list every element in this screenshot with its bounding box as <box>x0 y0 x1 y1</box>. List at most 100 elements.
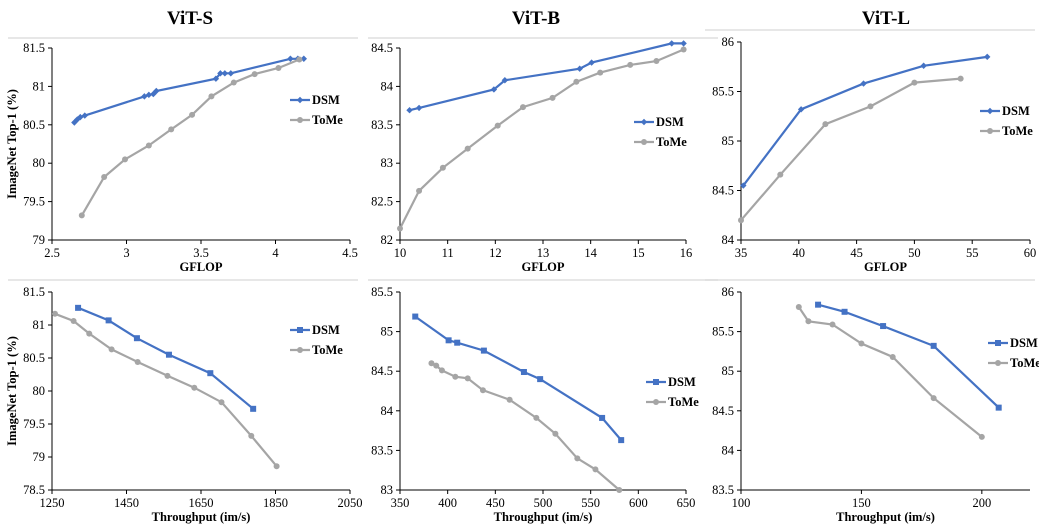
x-tick-label: 350 <box>391 496 410 510</box>
legend-label-dsm: DSM <box>312 323 340 337</box>
data-point <box>858 340 865 347</box>
legend-label-tome: ToMe <box>656 135 687 149</box>
legend-label-dsm: DSM <box>656 115 684 129</box>
series-line <box>409 42 684 112</box>
data-point <box>208 93 215 100</box>
x-axis-label: GFLOP <box>864 260 907 274</box>
legend-marker <box>995 340 1001 346</box>
y-axis-label: ImageNet Top-1 (%) <box>5 336 19 446</box>
data-point <box>815 301 822 308</box>
series-dsm <box>71 55 308 126</box>
data-point <box>428 360 435 367</box>
data-point <box>251 71 258 78</box>
series-tome <box>51 310 280 470</box>
y-tick-label: 84 <box>722 233 735 247</box>
x-axis-label: GFLOP <box>521 260 564 274</box>
x-axis-label: Throughput (im/s) <box>152 510 251 524</box>
data-point <box>70 318 77 325</box>
data-point <box>406 107 413 114</box>
y-tick-label: 84.5 <box>371 364 393 378</box>
data-point <box>101 174 108 181</box>
legend-label-tome: ToMe <box>1010 356 1039 370</box>
chart-vitl-throughput: 83.5 84 84.5 85 85.5 86 100 150 200 Throughput (i… <box>705 279 1039 524</box>
data-point <box>841 308 848 315</box>
data-point <box>889 353 896 360</box>
y-tick-label: 79.5 <box>23 195 45 209</box>
data-point <box>145 142 152 149</box>
data-point <box>464 145 471 152</box>
series-line <box>742 55 988 187</box>
y-tick-label: 85.5 <box>712 85 734 99</box>
legend: DSM ToMe <box>290 323 343 357</box>
x-tick-label: 100 <box>732 496 751 510</box>
y-tick-label: 86 <box>722 35 735 49</box>
x-tick-label: 1650 <box>189 496 214 510</box>
chart-vits-gflop: ViT-S 79 79.5 80 80.5 81 81.5 2.5 3 3.5 4 4.5 GFLOP I… <box>5 8 358 274</box>
y-tick-label: 80.5 <box>23 118 45 132</box>
data-point <box>552 430 559 437</box>
chart-title: ViT-B <box>512 8 561 29</box>
data-point <box>537 376 544 383</box>
x-tick-label: 600 <box>629 496 648 510</box>
data-point <box>797 106 805 113</box>
data-point <box>494 122 501 129</box>
y-tick-label: 82.5 <box>371 195 393 209</box>
data-point <box>397 225 403 232</box>
legend: DSM ToMe <box>980 104 1033 138</box>
y-tick-label: 81 <box>33 79 46 93</box>
data-point <box>588 59 595 66</box>
y-tick-label: 84.5 <box>712 184 734 198</box>
data-point <box>71 119 78 126</box>
x-tick-label: 14 <box>584 246 597 260</box>
data-point <box>445 337 452 344</box>
x-tick-label: 150 <box>852 496 871 510</box>
data-point <box>479 387 486 394</box>
y-tick-label: 82 <box>381 233 394 247</box>
x-tick-label: 500 <box>534 496 553 510</box>
data-point <box>108 346 115 353</box>
data-point <box>78 212 85 219</box>
x-axis-label: GFLOP <box>179 260 222 274</box>
legend-label-dsm: DSM <box>1010 336 1038 350</box>
data-point <box>230 79 237 86</box>
data-point <box>74 116 81 123</box>
data-point <box>978 433 985 440</box>
y-tick-label: 79.5 <box>23 417 45 431</box>
data-point <box>520 368 527 375</box>
data-point <box>164 372 171 379</box>
y-axis-label: ImageNet Top-1 (%) <box>5 89 19 199</box>
legend: DSM ToMe <box>634 115 687 149</box>
legend-label-dsm: DSM <box>668 375 696 389</box>
data-point <box>75 304 82 311</box>
data-point <box>287 55 294 62</box>
data-point <box>165 351 172 358</box>
y-tick-label: 84.5 <box>371 41 393 55</box>
data-point <box>995 404 1002 411</box>
y-tick-label: 85 <box>722 364 735 378</box>
y-tick-label: 84.5 <box>712 404 734 418</box>
chart-vitb-throughput: 83 83.5 84 84.5 85 85.5 350 400 450 500 550 600 650 T… <box>368 279 718 524</box>
data-point <box>668 40 675 47</box>
x-axis-label: Throughput (im/s) <box>494 510 593 524</box>
y-tick-label: 81 <box>33 318 46 332</box>
x-tick-label: 1250 <box>40 496 65 510</box>
y-tick-label: 85.5 <box>371 285 393 299</box>
legend-label-dsm: DSM <box>312 93 340 107</box>
series-line <box>399 48 685 229</box>
series-tome <box>397 46 687 232</box>
series-line <box>73 57 304 124</box>
data-point <box>805 318 812 325</box>
data-point <box>433 362 440 369</box>
series-dsm <box>75 304 257 412</box>
data-point <box>576 65 583 72</box>
x-tick-label: 13 <box>537 246 550 260</box>
y-tick-label: 78.5 <box>23 483 45 497</box>
data-point <box>533 414 540 421</box>
x-tick-label: 10 <box>394 246 407 260</box>
legend-marker <box>653 399 659 405</box>
data-point <box>740 182 747 189</box>
data-point <box>416 187 423 194</box>
series-line <box>54 312 278 467</box>
x-tick-label: 45 <box>850 246 863 260</box>
legend-label-tome: ToMe <box>1002 124 1033 138</box>
